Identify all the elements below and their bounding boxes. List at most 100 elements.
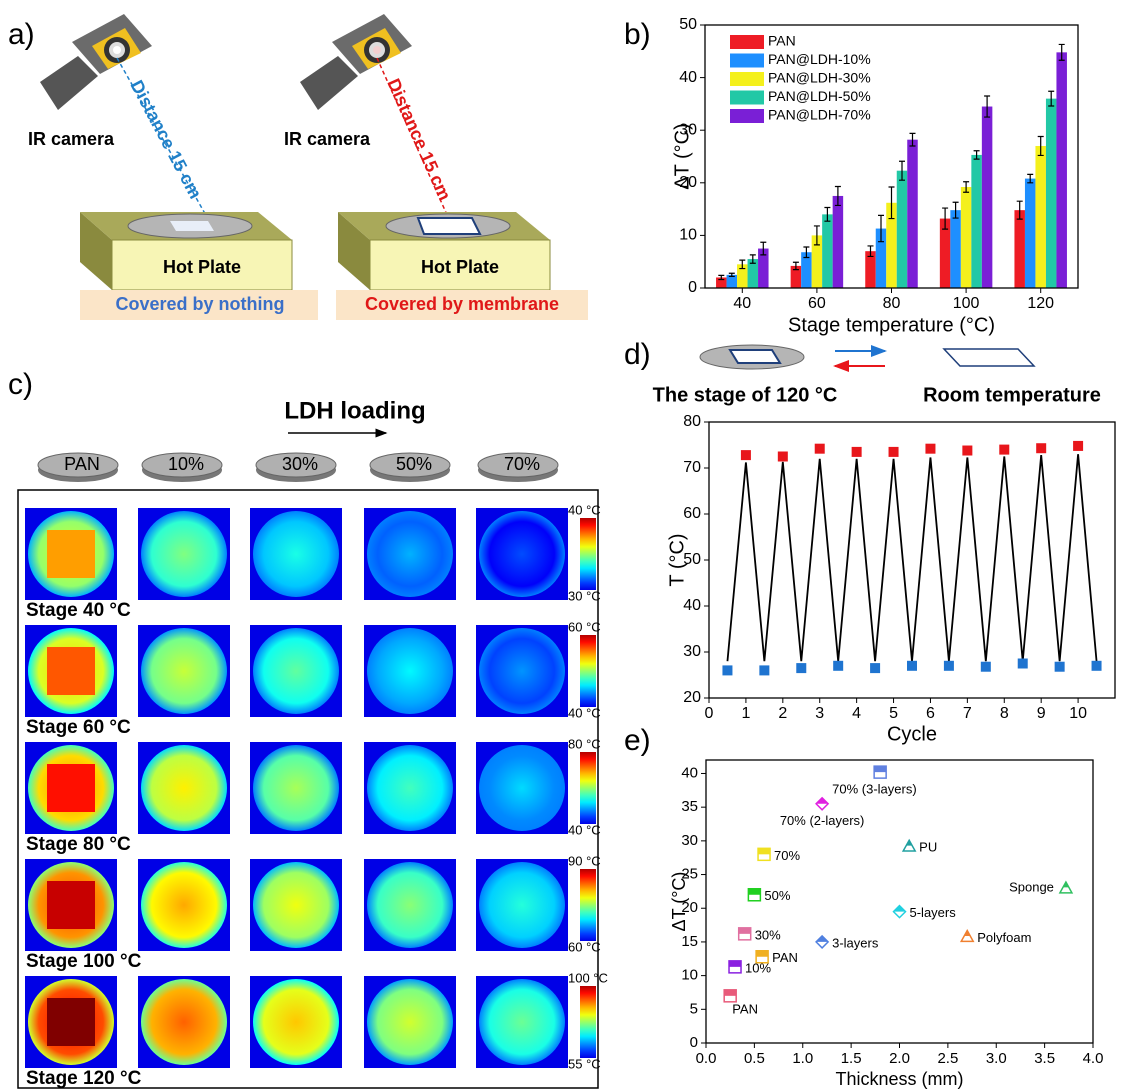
x-axis-label: Stage temperature (°C) [788, 314, 995, 336]
thermal-spot [479, 628, 565, 714]
thermal-spot [141, 862, 227, 948]
point-fill [748, 889, 760, 895]
y-tick-label: 10 [681, 967, 698, 984]
point [722, 665, 732, 675]
thermal-membrane [47, 647, 95, 695]
colorbar-min: 40 °C [568, 705, 601, 720]
thermal-spot [479, 745, 565, 831]
colorbar-max: 100 °C [568, 970, 608, 985]
colorbar-max: 80 °C [568, 736, 601, 751]
y-axis-label: ΔT (°C) [669, 872, 689, 932]
camera-label: IR camera [284, 129, 371, 149]
distance-label: Distance 15 cm [383, 76, 455, 204]
colorbar [580, 635, 596, 707]
x-tick-label: 8 [1000, 705, 1009, 722]
x-tick-label: 0.5 [744, 1050, 765, 1067]
point [759, 665, 769, 675]
legend-label: PAN@LDH-50% [768, 88, 871, 104]
point [741, 450, 751, 460]
y-tick-label: 35 [681, 798, 698, 815]
y-axis-label: ΔT (°C) [671, 123, 693, 190]
x-tick-label: 10 [1069, 705, 1087, 722]
y-tick-label: 50 [679, 16, 697, 33]
annotation: Room temperature [923, 384, 1101, 406]
row-label: Stage 60 °C [26, 717, 131, 738]
thermal-spot [141, 628, 227, 714]
plate-label: Hot Plate [163, 257, 241, 277]
point-label: 5-layers [910, 905, 957, 920]
row-label: Stage 40 °C [26, 600, 131, 621]
bar [971, 155, 982, 288]
legend-label: PAN@LDH-30% [768, 70, 871, 86]
point-fill [729, 961, 741, 967]
point [999, 445, 1009, 455]
legend-swatch [730, 35, 764, 49]
point-fill [874, 766, 886, 772]
caption: Covered by nothing [115, 294, 284, 314]
point-label: Sponge [1009, 879, 1054, 894]
point [1055, 662, 1065, 672]
stage-icon [700, 345, 804, 369]
bar [961, 187, 972, 288]
thermal-spot [367, 511, 453, 597]
x-tick-label: 40 [733, 295, 751, 312]
line [727, 454, 1096, 661]
legend-swatch [730, 72, 764, 86]
legend-label: PAN [768, 33, 796, 49]
colorbar [580, 518, 596, 590]
point [981, 662, 991, 672]
thermal-title: LDH loading [284, 397, 425, 424]
y-axis-label: T (°C) [666, 533, 688, 586]
colorbar-max: 90 °C [568, 853, 601, 868]
bar [1056, 52, 1067, 288]
colorbar-min: 30 °C [568, 588, 601, 603]
point-label: Polyfoam [977, 930, 1031, 945]
thermal-spot [367, 628, 453, 714]
point-fill [894, 906, 906, 912]
x-tick-label: 3.5 [1034, 1050, 1055, 1067]
point [962, 446, 972, 456]
point [796, 663, 806, 673]
annotation: The stage of 120 °C [653, 384, 838, 406]
point [833, 661, 843, 671]
bar [982, 107, 993, 288]
x-tick-label: 1.5 [841, 1050, 862, 1067]
thermal-spot [479, 979, 565, 1065]
row-label: Stage 120 °C [26, 1068, 142, 1089]
sample-label: 30% [282, 454, 318, 474]
point-fill [816, 936, 828, 942]
x-tick-label: 2.5 [937, 1050, 958, 1067]
bar [1025, 179, 1036, 288]
y-tick-label: 30 [683, 643, 701, 660]
y-tick-label: 0 [690, 1034, 698, 1051]
x-tick-label: 0.0 [696, 1050, 717, 1067]
point-fill [756, 951, 768, 957]
hot-plate [338, 212, 550, 290]
colorbar-max: 60 °C [568, 619, 601, 634]
x-tick-label: 2 [778, 705, 787, 722]
point-label: 30% [755, 927, 781, 942]
point-label: 70% (3-layers) [832, 782, 917, 797]
point-label: PU [919, 840, 937, 855]
x-axis-label: Thickness (mm) [835, 1069, 963, 1089]
point-label: 3-layers [832, 935, 879, 950]
point [1092, 661, 1102, 671]
thermal-spot [141, 511, 227, 597]
y-tick-label: 30 [681, 832, 698, 849]
point-label: 70% [774, 848, 800, 863]
y-tick-label: 10 [679, 227, 697, 244]
bar [833, 196, 844, 288]
thermal-spot [253, 511, 339, 597]
thermal-membrane [47, 530, 95, 578]
point [889, 447, 899, 457]
thermal-spot [253, 628, 339, 714]
bar [1035, 146, 1046, 288]
sample-label: 70% [504, 454, 540, 474]
point-fill [724, 990, 736, 996]
thermal-spot [479, 511, 565, 597]
x-tick-label: 4 [852, 705, 861, 722]
y-tick-label: 40 [683, 597, 701, 614]
bar [1046, 99, 1057, 288]
thermal-spot [367, 862, 453, 948]
panel-label: a) [8, 18, 35, 51]
